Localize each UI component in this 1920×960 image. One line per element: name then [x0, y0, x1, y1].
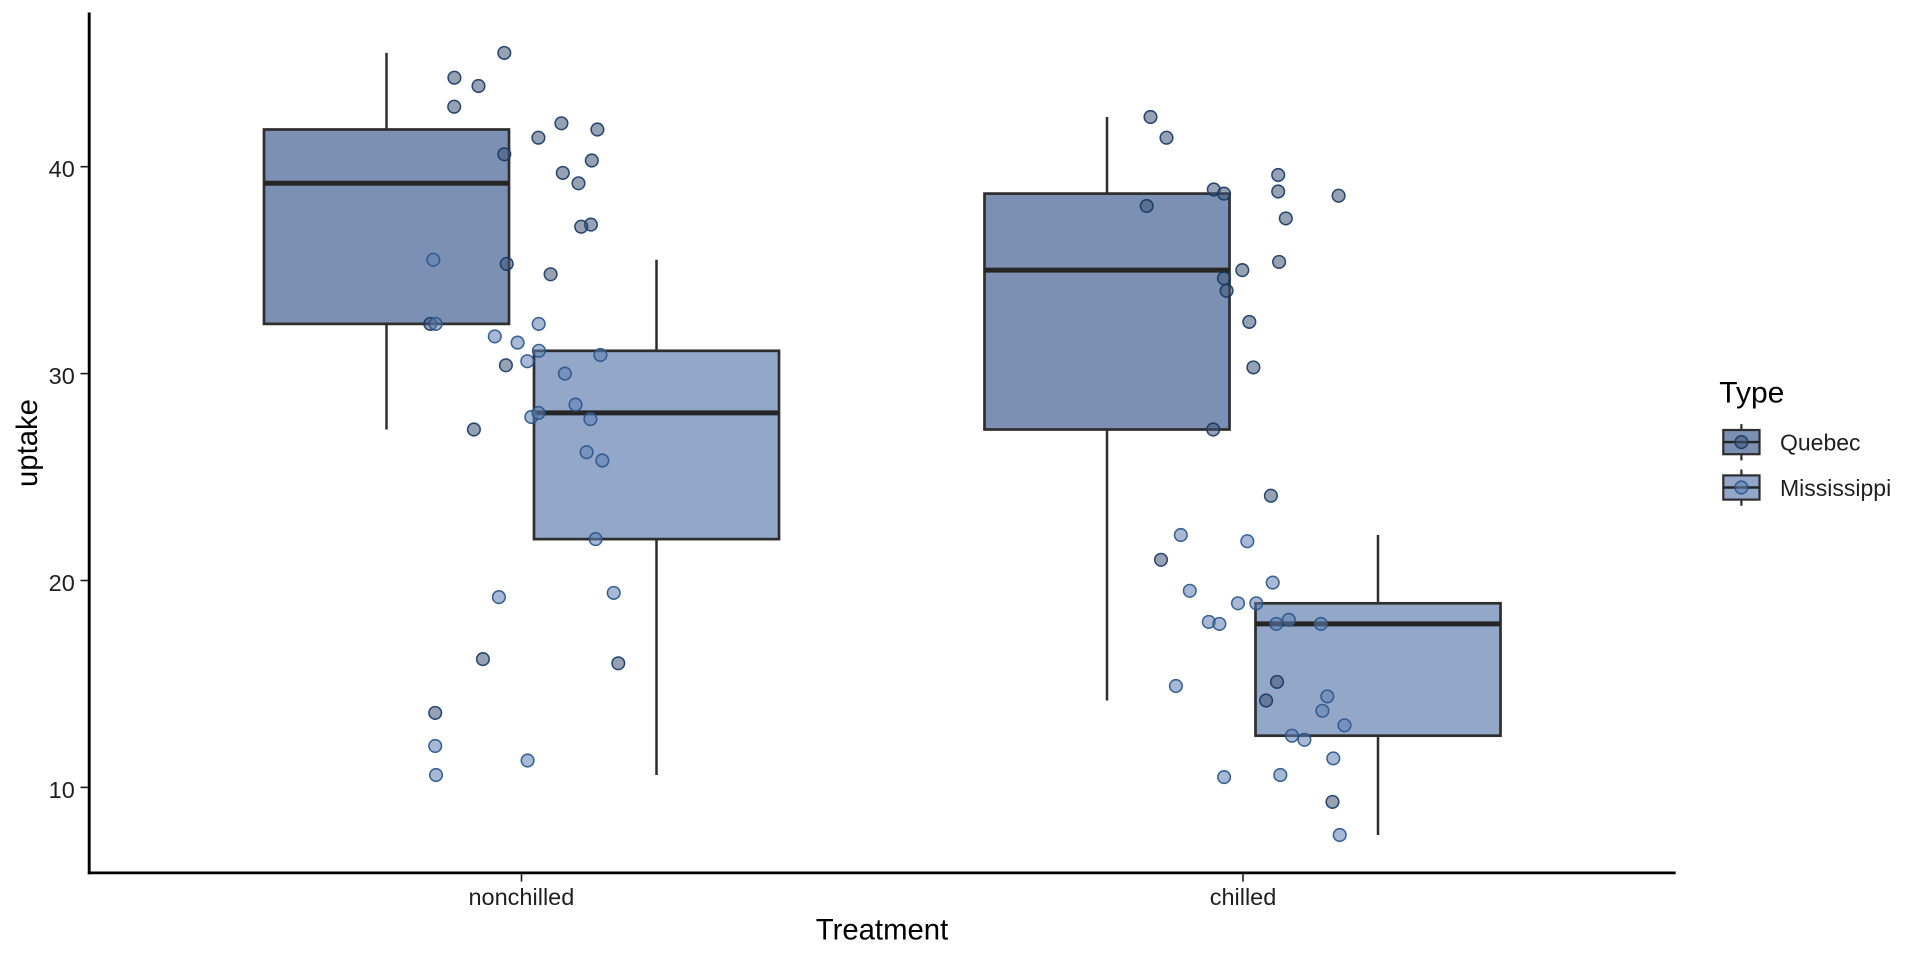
svg-text:Treatment: Treatment — [816, 914, 948, 947]
svg-text:30: 30 — [49, 363, 75, 389]
svg-text:Mississippi: Mississippi — [1780, 475, 1891, 501]
svg-text:10: 10 — [49, 777, 75, 803]
svg-text:20: 20 — [49, 570, 75, 596]
svg-text:nonchilled: nonchilled — [468, 884, 574, 910]
svg-text:chilled: chilled — [1210, 884, 1277, 910]
svg-text:uptake: uptake — [11, 399, 44, 487]
svg-text:40: 40 — [49, 156, 75, 182]
svg-text:Quebec: Quebec — [1780, 430, 1861, 456]
svg-text:Type: Type — [1719, 376, 1784, 409]
